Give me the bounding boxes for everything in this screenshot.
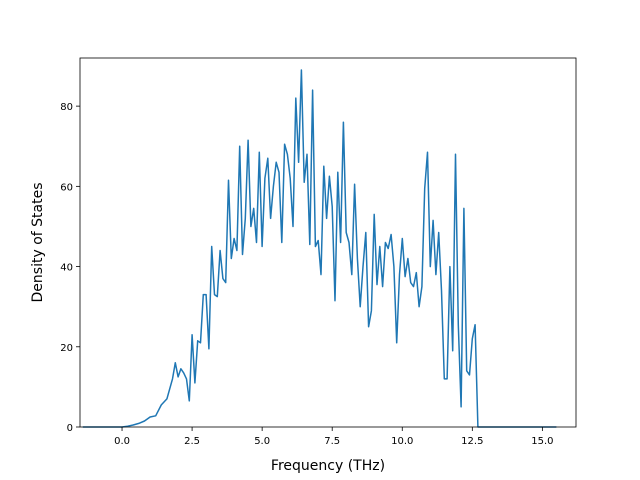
x-tick-label: 7.5 [324, 436, 340, 447]
x-axis-label: Frequency (THz) [271, 458, 385, 474]
y-tick-label: 0 [67, 423, 73, 434]
y-axis-label: Density of States [30, 183, 46, 303]
y-tick-label: 40 [60, 263, 73, 274]
x-tick-label: 15.0 [531, 436, 553, 447]
y-tick-label: 80 [60, 102, 73, 113]
dos-series-line [82, 69, 557, 428]
y-tick-label: 20 [60, 343, 73, 354]
y-tick-label: 60 [60, 182, 73, 193]
x-tick-label: 5.0 [254, 436, 270, 447]
x-tick-label: 0.0 [114, 436, 130, 447]
x-tick-label: 12.5 [461, 436, 483, 447]
axes-frame [79, 57, 577, 428]
x-tick-label: 10.0 [391, 436, 413, 447]
x-axis-ticks: 0.0 2.5 5.0 7.5 10.0 12.5 15.0 [114, 427, 554, 447]
y-axis-ticks: 0 20 40 60 80 [60, 102, 80, 434]
x-tick-label: 2.5 [184, 436, 200, 447]
plot-area [82, 69, 557, 428]
